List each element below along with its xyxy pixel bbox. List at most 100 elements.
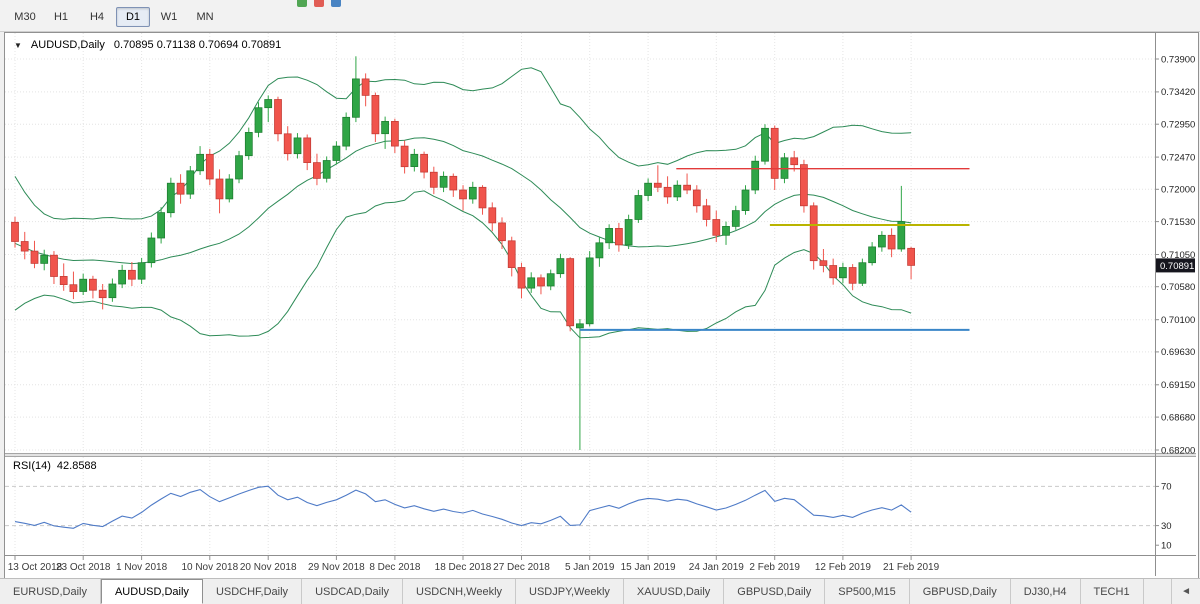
chart-tab-bar: EURUSD,Daily AUDUSD,Daily USDCHF,Daily USDC… [0, 578, 1200, 604]
chart-tab-gbpusd-daily[interactable]: GBPUSD,Daily [724, 579, 826, 604]
candle-body [897, 221, 906, 250]
timeframe-button-h4[interactable]: H4 [89, 11, 105, 23]
chart-collapse-icon[interactable]: ▼ [14, 40, 22, 50]
chart-tab-usdchf-daily[interactable]: USDCHF,Daily [203, 579, 303, 604]
candle-body [546, 273, 555, 287]
candle-body [118, 269, 126, 285]
timeframe-toolbar: M30 H1 H4 D1 W1 MN [8, 7, 222, 27]
candle-body [468, 186, 477, 200]
chart-ohlc-values: 0.70895 0.71138 0.70694 0.70891 [113, 39, 282, 51]
candle-body [186, 170, 195, 195]
bollinger-lower-band [14, 190, 912, 339]
candle-body [235, 155, 243, 180]
time-tick-label: 21 Feb 2019 [883, 562, 940, 573]
candle-body [137, 262, 146, 280]
candle-body [147, 237, 156, 264]
candle-body [274, 99, 282, 135]
time-tick-label: 12 Feb 2019 [815, 562, 872, 573]
clipped-toolbar-icon-blue[interactable] [331, 0, 341, 7]
candle-body [50, 254, 58, 277]
candle-body [858, 262, 867, 284]
chart-tab-audusd-daily[interactable]: AUDUSD,Daily [100, 579, 203, 604]
chart-tab-sp500-m15[interactable]: SP500,M15 [825, 579, 910, 604]
price-tick-label: 0.69150 [1161, 380, 1195, 391]
time-tick-label: 10 Nov 2018 [181, 562, 238, 573]
top-toolbar: M30 H1 H4 D1 W1 MN [0, 0, 1200, 32]
candle-body [585, 257, 594, 325]
price-tick-label: 0.68680 [1161, 412, 1195, 423]
candle-body [157, 212, 165, 239]
clipped-toolbar-icon-red[interactable] [314, 0, 324, 7]
candle-body [790, 157, 799, 166]
candle-body [420, 153, 428, 173]
candle-body [303, 137, 312, 163]
candle-body [829, 265, 838, 279]
candle-body [11, 221, 19, 242]
chart-tab-usdcnh-weekly[interactable]: USDCNH,Weekly [403, 579, 517, 604]
current-price-badge [1156, 258, 1195, 273]
candle-body [108, 283, 117, 299]
time-tick-label: 29 Nov 2018 [308, 562, 365, 573]
candle-body [459, 189, 467, 200]
chart-canvas[interactable]: 0.73900 0.73420 0.72950 0.72470 0.72000 0.715… [5, 33, 1196, 576]
candle-body [98, 289, 107, 299]
candle-body [439, 175, 448, 188]
candle-body [848, 267, 857, 284]
chart-tab-usdjpy-weekly[interactable]: USDJPY,Weekly [516, 579, 624, 604]
tab-scroll-left-icon[interactable]: ◄ [1171, 579, 1200, 604]
pane-splitter[interactable] [5, 453, 1196, 457]
candle-body [332, 145, 341, 161]
candle-body [498, 222, 506, 242]
chart-symbol-label: AUDUSD,Daily [30, 39, 105, 51]
candle-body [410, 153, 419, 167]
rsi-current-value: 42.8588 [56, 460, 97, 472]
rsi-tick-label: 70 [1161, 482, 1172, 493]
candle-body [30, 250, 39, 264]
candle-body [868, 246, 876, 264]
chart-tab-tech1[interactable]: TECH1 [1081, 579, 1144, 604]
candle-body [59, 276, 68, 285]
time-tick-label: 24 Jan 2019 [689, 562, 744, 573]
candle-body [449, 175, 458, 191]
chart-tab-dj30-h4[interactable]: DJ30,H4 [1011, 579, 1081, 604]
time-tick-label: 8 Dec 2018 [369, 562, 421, 573]
chart-tab-eurusd-daily[interactable]: EURUSD,Daily [0, 579, 101, 604]
candle-body [634, 195, 643, 220]
candle-body [352, 78, 360, 118]
candle-body [89, 278, 97, 291]
chart-tab-xauusd-daily[interactable]: XAUUSD,Daily [624, 579, 725, 604]
candle-body [264, 99, 273, 109]
rsi-tick-label: 30 [1161, 521, 1172, 532]
price-tick-label: 0.70100 [1161, 315, 1195, 326]
chart-tab-gbpusd-daily[interactable]: GBPUSD,Daily [910, 579, 1011, 604]
candle-body [293, 137, 302, 155]
candle-body [761, 127, 769, 162]
candle-body [605, 228, 613, 244]
candle-body [371, 95, 380, 135]
clipped-toolbar-icons [297, 0, 341, 7]
timeframe-button-mn[interactable]: MN [196, 11, 214, 23]
candle-body [683, 184, 691, 191]
candle-body [595, 242, 604, 259]
time-tick-label: 27 Dec 2018 [493, 562, 550, 573]
timeframe-button-h1[interactable]: H1 [53, 11, 69, 23]
time-tick-label: 15 Jan 2019 [621, 562, 676, 573]
candle-body [741, 189, 750, 211]
candle-body [400, 145, 409, 168]
price-tick-label: 0.73420 [1161, 87, 1195, 98]
candle-body [69, 284, 78, 292]
price-tick-label: 0.72000 [1161, 185, 1195, 196]
candle-body [907, 247, 915, 266]
candle-body [79, 278, 88, 292]
chart-tab-usdcad-daily[interactable]: USDCAD,Daily [302, 579, 404, 604]
price-tick-label: 0.71530 [1161, 217, 1195, 228]
candle-body [751, 160, 760, 191]
timeframe-button-w1[interactable]: W1 [160, 11, 178, 23]
current-price-badge-value: 0.70891 [1160, 261, 1194, 272]
candle-body [361, 78, 370, 96]
candle-body [254, 107, 263, 133]
timeframe-button-d1[interactable]: D1 [116, 7, 150, 27]
clipped-toolbar-icon-green[interactable] [297, 0, 307, 7]
candle-body [800, 164, 808, 207]
timeframe-button-m30[interactable]: M30 [14, 11, 36, 23]
